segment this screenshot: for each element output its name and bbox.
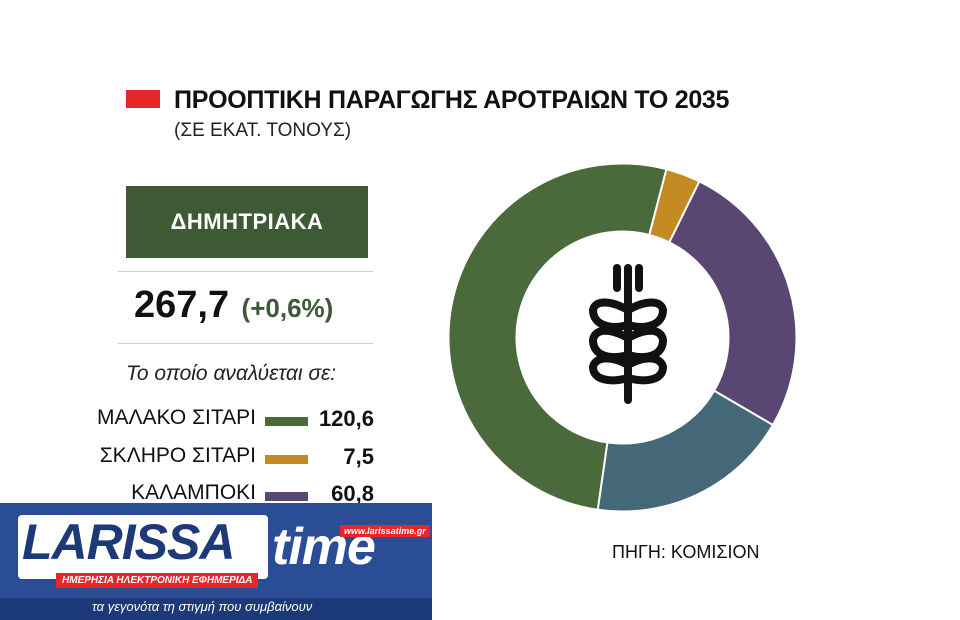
legend-label: ΚΑΛΑΜΠΟΚΙ [131, 481, 256, 504]
chart-subtitle: (ΣΕ ΕΚΑΤ. ΤΟΝΟΥΣ) [174, 120, 352, 141]
legend-value: 60,8 [331, 481, 374, 506]
legend-label: ΣΚΛΗΡΟ ΣΙΤΑΡΙ [99, 444, 256, 467]
wheat-icon [589, 264, 667, 404]
brand-banner: LARISSA time www.larissatime.gr ΗΜΕΡΗΣΙΑ… [0, 503, 432, 620]
legend-swatch [265, 455, 308, 464]
donut-slice [667, 180, 798, 427]
legend-item: ΚΑΛΑΜΠΟΚΙ 60,8 [60, 481, 376, 511]
total-value: 267,7 [134, 284, 230, 326]
logo-url: www.larissatime.gr [340, 525, 430, 537]
donut-slice [596, 389, 775, 513]
divider-bottom [118, 343, 373, 344]
category-label-box: ΔΗΜΗΤΡΙΑΚΑ [126, 186, 368, 258]
logo-box [18, 515, 268, 579]
legend-swatch [265, 492, 308, 501]
legend-item: ΜΑΛΑΚΟ ΣΙΤΑΡΙ 120,6 [60, 406, 376, 436]
source-label: ΠΗΓΗ: ΚΟΜΙΣΙΟΝ [612, 542, 760, 562]
logo-strap: ΗΜΕΡΗΣΙΑ ΗΛΕΚΤΡΟΝΙΚΗ ΕΦΗΜΕΡΙΔΑ [56, 573, 259, 588]
legend-label: ΜΑΛΑΚΟ ΣΙΤΑΡΙ [97, 406, 256, 429]
donut-chart [447, 162, 798, 513]
banner-tagline: τα γεγονότα τη στιγμή που συμβαίνουν [92, 599, 313, 614]
breakdown-label: Το οποίο αναλύεται σε: [126, 362, 337, 385]
total-change: (+0,6%) [241, 293, 334, 323]
donut-slice [447, 162, 668, 511]
legend-item: ΣΚΛΗΡΟ ΣΙΤΑΡΙ 7,5 [60, 444, 376, 474]
logo-wordmark: LARISSA [22, 514, 235, 570]
divider-top [118, 271, 373, 272]
total-value-row: 267,7 (+0,6%) [134, 284, 333, 327]
legend-value: 7,5 [343, 444, 374, 469]
title-marker [126, 90, 160, 108]
legend-value: 120,6 [318, 406, 374, 431]
legend-swatch [265, 417, 308, 426]
chart-title: ΠΡΟΟΠΤΙΚΗ ΠΑΡΑΓΩΓΗΣ ΑΡΟΤΡΑΙΩΝ ΤΟ 2035 [174, 86, 730, 114]
